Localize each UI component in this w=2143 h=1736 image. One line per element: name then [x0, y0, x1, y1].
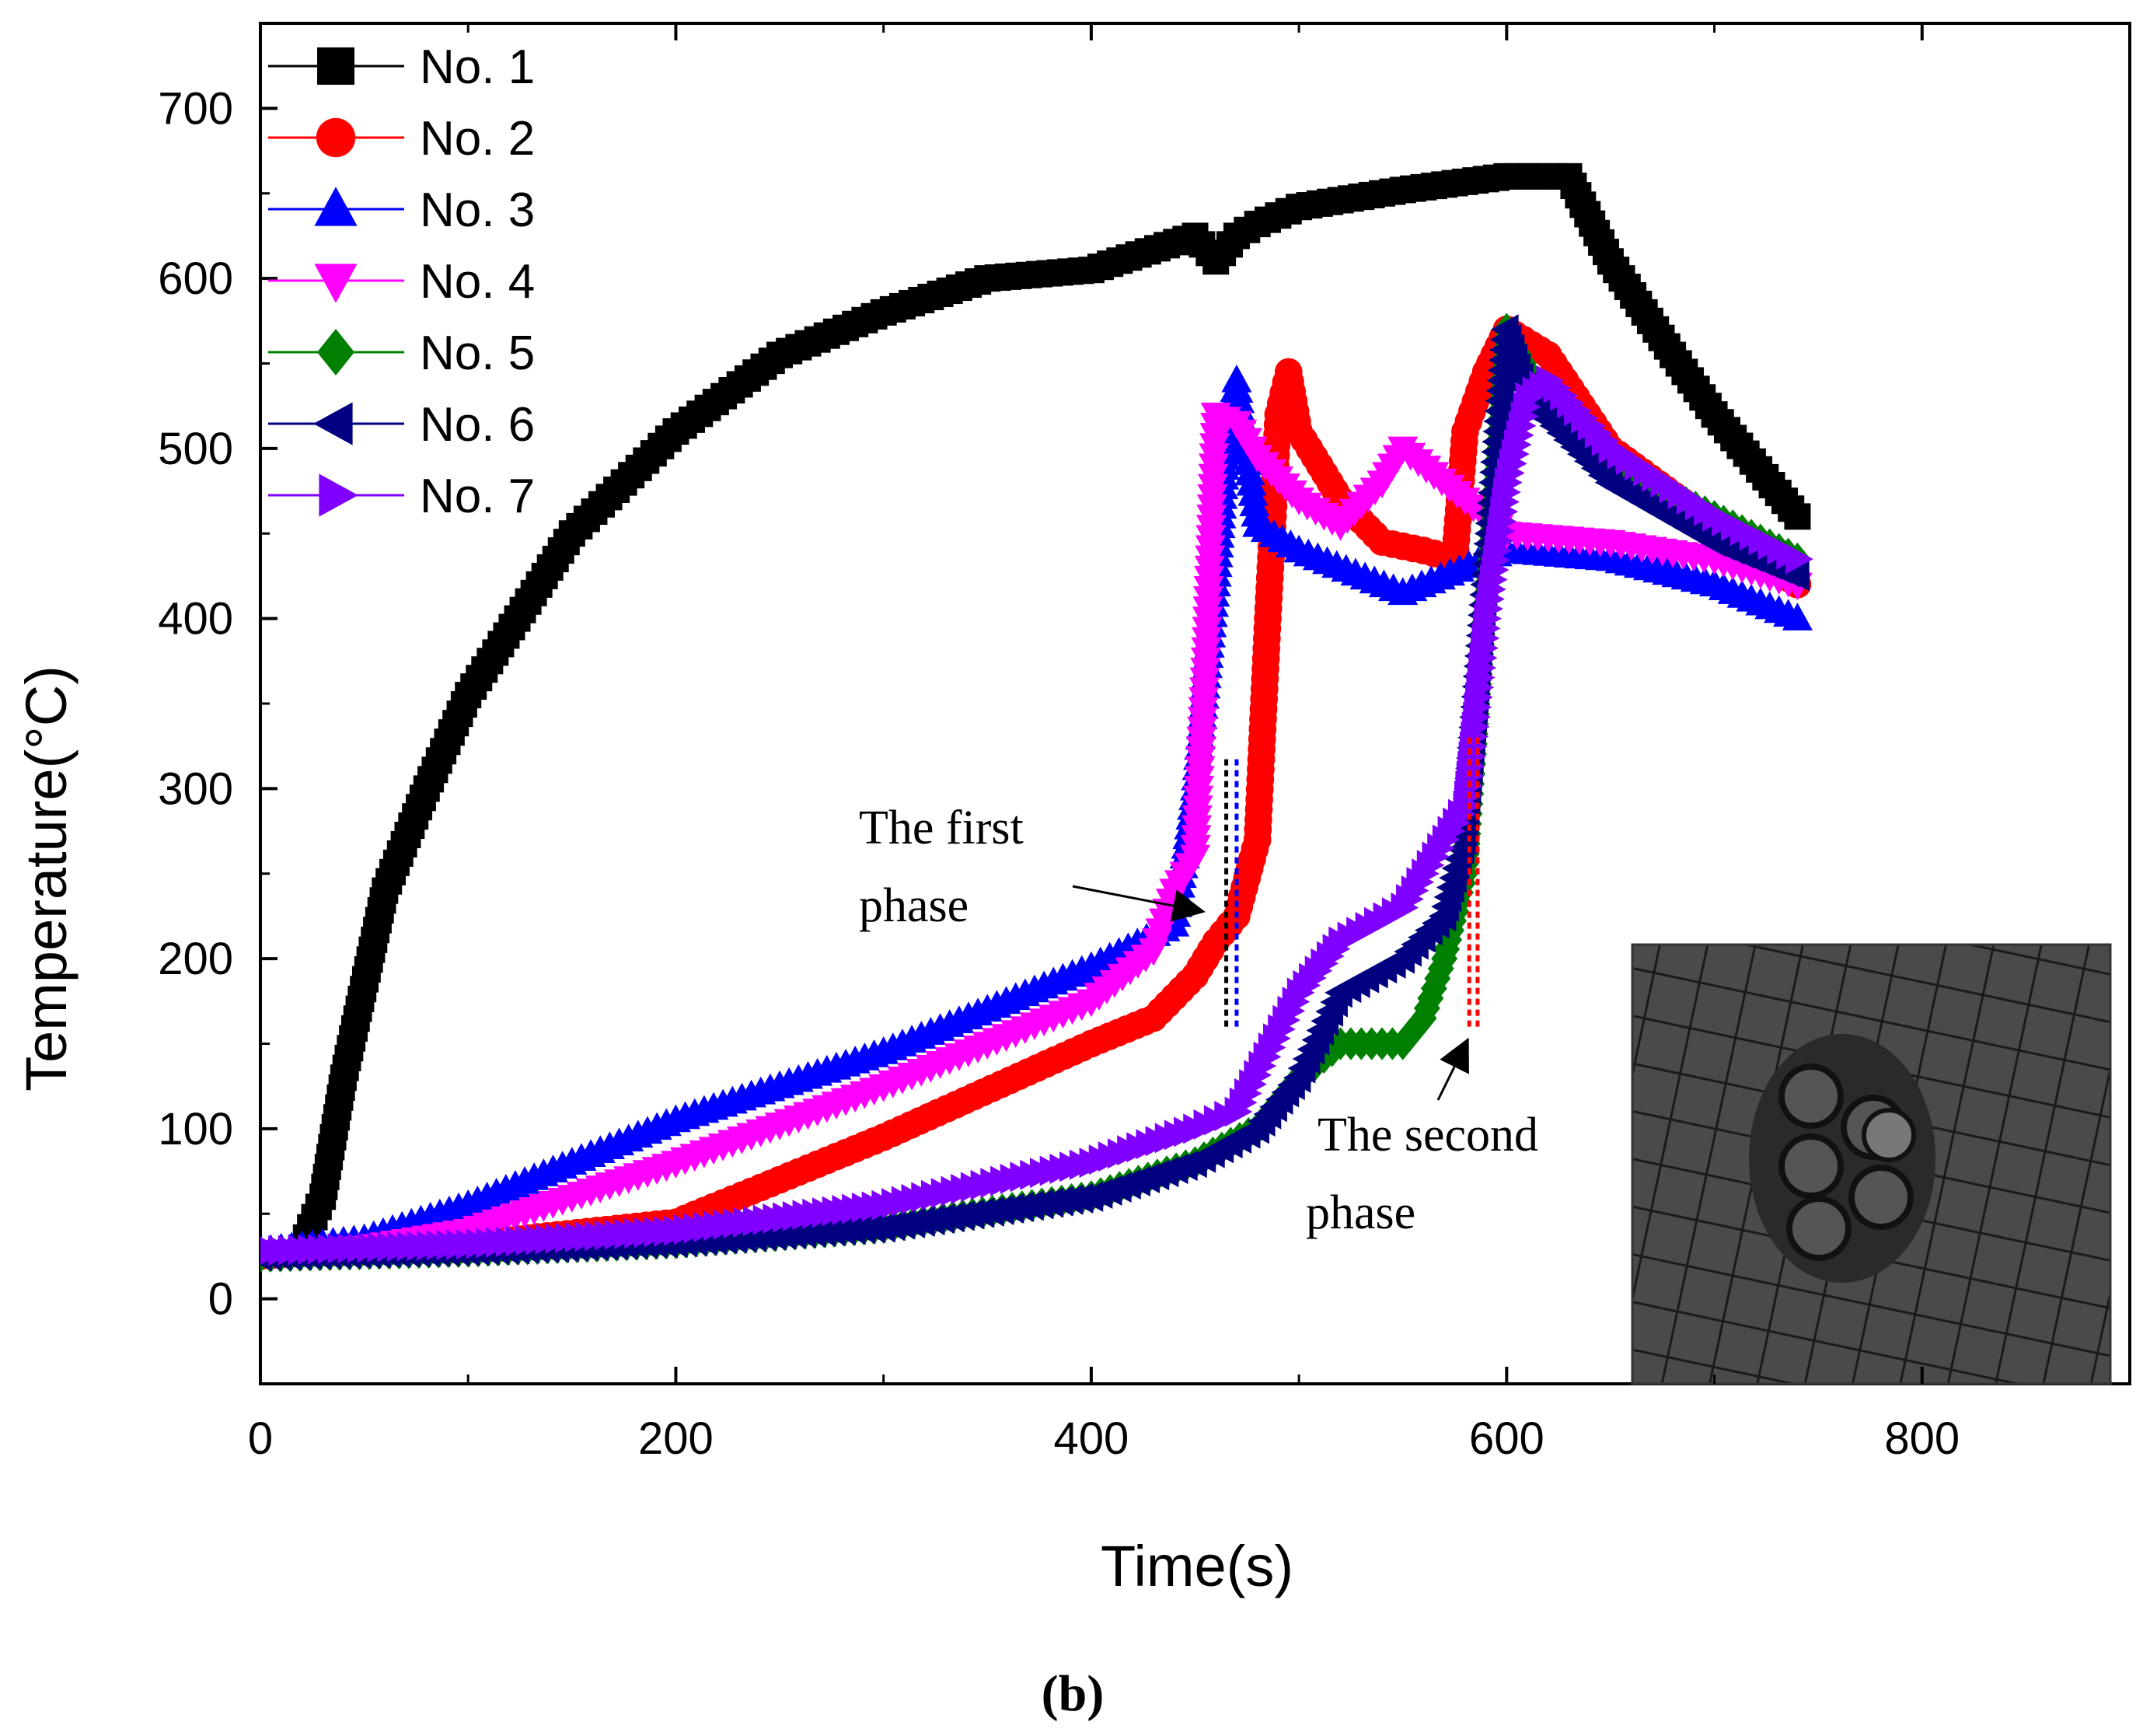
- x-axis-label: Time(s): [1101, 1534, 1293, 1598]
- legend-item-3: No. 3: [268, 183, 535, 237]
- series-6: [260, 314, 1810, 1272]
- legend-item-7: No. 7: [268, 470, 535, 523]
- y-tick-label: 0: [208, 1274, 233, 1325]
- data-point: [1782, 603, 1813, 630]
- y-tick-label: 200: [158, 934, 233, 984]
- phase-markers: [1224, 737, 1480, 1027]
- legend-label: No. 1: [420, 40, 535, 94]
- legend-item-2: No. 2: [268, 112, 535, 166]
- series-line: [260, 329, 1798, 1258]
- legend-marker: [316, 117, 356, 158]
- series-7: [260, 365, 1813, 1266]
- annotation-second-line2: phase: [1306, 1186, 1415, 1239]
- legend-label: No. 6: [420, 398, 535, 452]
- x-tick-label: 800: [1884, 1413, 1960, 1464]
- y-axis-label: Temperature(°C): [14, 665, 79, 1092]
- data-point: [1785, 543, 1813, 575]
- y-tick-label: 500: [158, 424, 233, 474]
- series-line: [260, 327, 1799, 1258]
- legend: No. 1 No. 2 No. 3 No. 4 No. 5 No. 6 No. 7: [268, 40, 535, 523]
- legend-label: No. 2: [420, 112, 535, 166]
- annotation-first-phase: The first phase: [859, 802, 1206, 932]
- legend-marker: [313, 402, 353, 445]
- legend-label: No. 3: [420, 183, 535, 237]
- y-tick-label: 600: [158, 253, 233, 304]
- legend-marker: [317, 47, 354, 85]
- x-tick-label: 400: [1053, 1413, 1129, 1464]
- legend-label: No. 7: [420, 470, 535, 523]
- legend-marker: [317, 329, 354, 375]
- series-layer: [260, 162, 1813, 1273]
- legend-item-1: No. 1: [268, 40, 535, 94]
- figure-caption: (b): [1042, 1665, 1105, 1722]
- y-tick-label: 100: [158, 1104, 233, 1154]
- legend-item-4: No. 4: [268, 255, 535, 309]
- legend-marker: [314, 264, 358, 303]
- legend-marker: [319, 473, 358, 517]
- y-tick-label: 400: [158, 594, 233, 644]
- legend-label: No. 4: [420, 255, 535, 309]
- legend-label: No. 5: [420, 327, 535, 380]
- annotation-first-line2: phase: [859, 879, 969, 932]
- photo-inset: [1631, 943, 2112, 1385]
- series-1: [288, 162, 1811, 1261]
- y-tick-label: 700: [158, 83, 233, 134]
- annotation-first-arrow: [1072, 885, 1206, 922]
- legend-marker: [314, 187, 358, 226]
- series-line: [260, 325, 1799, 1258]
- annotation-second-phase: The second phase: [1306, 1037, 1538, 1239]
- data-point: [1784, 503, 1811, 530]
- legend-item-6: No. 6: [268, 398, 535, 452]
- axes: 0 200 400 600 800 0 100 200 300 400 500 600 700: [158, 22, 1960, 1464]
- annotation-second-line1: The second: [1318, 1109, 1538, 1161]
- legend-item-5: No. 5: [268, 327, 535, 380]
- data-point: [1782, 561, 1810, 592]
- x-tick-label: 200: [638, 1413, 714, 1464]
- annotation-second-arrow: [1436, 1037, 1469, 1101]
- series-4: [260, 402, 1813, 1273]
- annotation-first-line1: The first: [859, 802, 1024, 854]
- x-tick-label: 0: [248, 1413, 273, 1464]
- y-tick-label: 300: [158, 763, 233, 814]
- x-tick-label: 600: [1469, 1413, 1544, 1464]
